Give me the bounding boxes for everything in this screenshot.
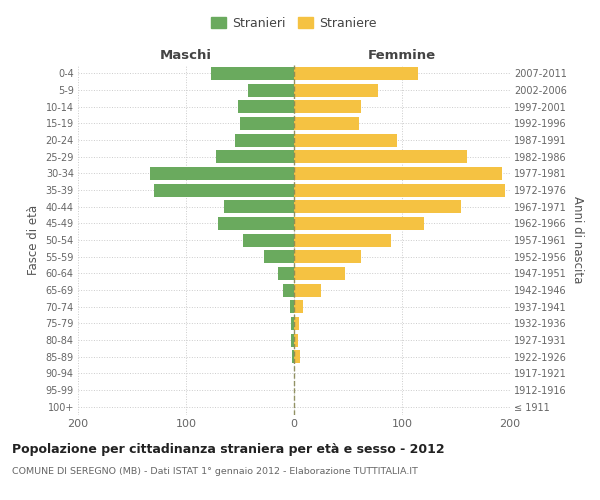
Bar [224, 200, 294, 213]
Bar [292, 350, 294, 363]
Bar [240, 117, 294, 130]
Bar [235, 134, 294, 146]
Bar [248, 84, 294, 96]
Text: Maschi: Maschi [160, 48, 212, 62]
Bar [294, 200, 461, 213]
Bar [294, 167, 502, 180]
Y-axis label: Fasce di età: Fasce di età [27, 205, 40, 275]
Bar [294, 67, 418, 80]
Bar [216, 150, 294, 163]
Bar [294, 84, 378, 96]
Bar [294, 300, 302, 313]
Bar [211, 67, 294, 80]
Bar [264, 250, 294, 263]
Bar [294, 234, 391, 246]
Bar [294, 134, 397, 146]
Bar [278, 267, 294, 280]
Bar [218, 217, 294, 230]
Bar [243, 234, 294, 246]
Bar [294, 334, 298, 346]
Bar [294, 217, 424, 230]
Text: Femmine: Femmine [368, 48, 436, 62]
Bar [294, 184, 505, 196]
Legend: Stranieri, Straniere: Stranieri, Straniere [206, 12, 382, 34]
Bar [290, 300, 294, 313]
Bar [294, 150, 467, 163]
Bar [151, 167, 294, 180]
Bar [294, 350, 301, 363]
Bar [154, 184, 294, 196]
Text: COMUNE DI SEREGNO (MB) - Dati ISTAT 1° gennaio 2012 - Elaborazione TUTTITALIA.IT: COMUNE DI SEREGNO (MB) - Dati ISTAT 1° g… [12, 468, 418, 476]
Bar [291, 334, 294, 346]
Bar [294, 267, 345, 280]
Y-axis label: Anni di nascita: Anni di nascita [571, 196, 584, 284]
Bar [291, 317, 294, 330]
Bar [294, 284, 321, 296]
Bar [283, 284, 294, 296]
Text: Popolazione per cittadinanza straniera per età e sesso - 2012: Popolazione per cittadinanza straniera p… [12, 442, 445, 456]
Bar [294, 100, 361, 113]
Bar [294, 250, 361, 263]
Bar [294, 117, 359, 130]
Bar [238, 100, 294, 113]
Bar [294, 317, 299, 330]
